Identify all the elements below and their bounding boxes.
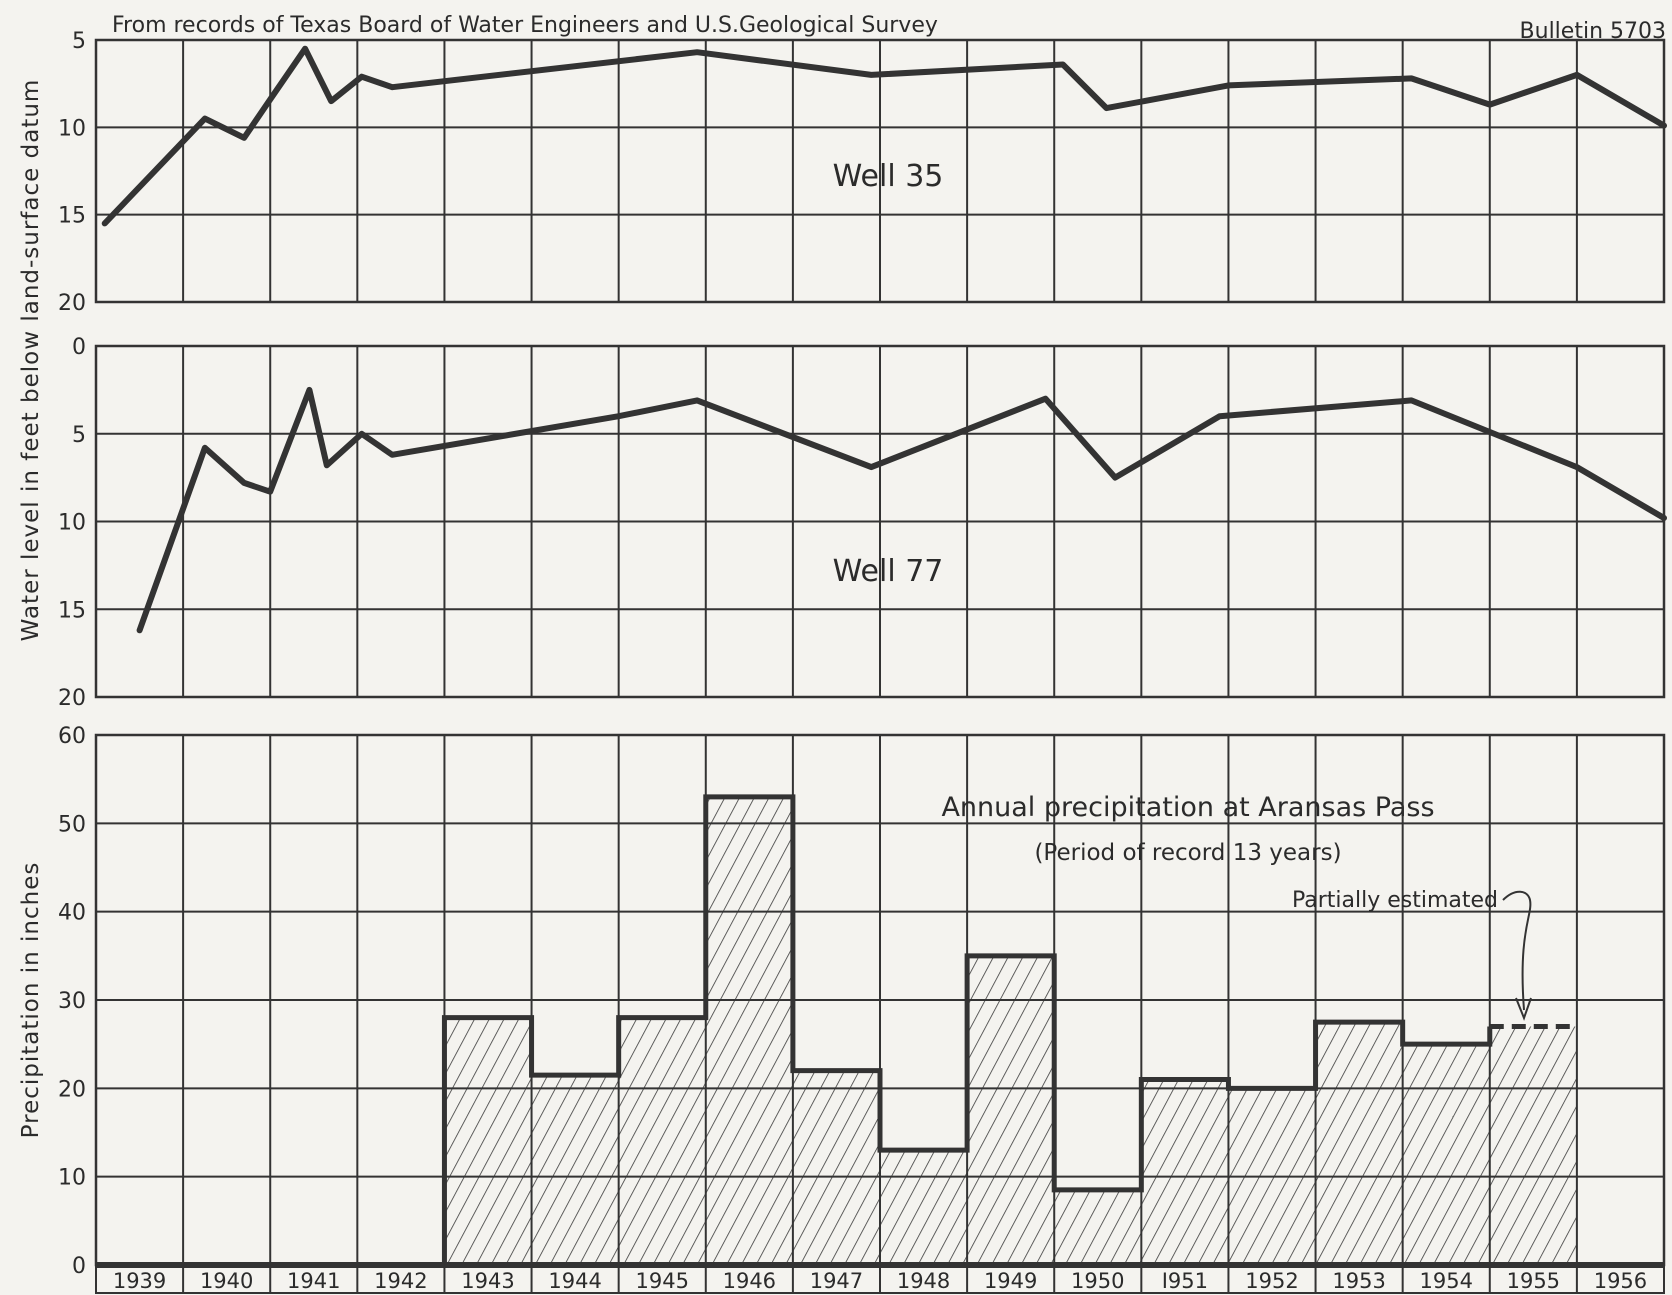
precip-bar-1950	[1054, 1189, 1142, 1265]
year-label-1942: 1942	[374, 1269, 427, 1293]
well-77-y-tick-label: 10	[58, 511, 86, 536]
year-label-1954: 1954	[1419, 1269, 1472, 1293]
well-35-title: Well 35	[833, 159, 944, 194]
year-label-1940: 1940	[200, 1269, 253, 1293]
well-35-water-level-line	[101, 45, 1667, 227]
estimated-arrow-head	[1515, 997, 1532, 1021]
year-label-1953: 1953	[1332, 1269, 1385, 1293]
year-label-1941: 1941	[287, 1269, 340, 1293]
precip-step-outline	[441, 794, 1493, 1265]
precip-y-tick-label: 30	[58, 989, 86, 1014]
precip-bar-1945	[618, 1017, 706, 1265]
precip-bar-1951	[1141, 1079, 1229, 1265]
precipitation-title: Annual precipitation at Aransas Pass	[941, 792, 1434, 823]
year-label-1946: 1946	[723, 1269, 776, 1293]
precipitation-panel: 0 10 20 30 40 50 60 1939 1940 1941 1942 1943 1944 194…	[58, 724, 1666, 1294]
year-label-1952: 1952	[1245, 1269, 1298, 1293]
well-77-title: Well 77	[833, 554, 944, 589]
precip-bar-1946	[705, 796, 793, 1265]
well-35-y-tick-label: 5	[72, 29, 86, 54]
well-77-water-level-line	[136, 386, 1667, 634]
year-label-1950: 1950	[1071, 1269, 1124, 1293]
well-77-y-tick-label: 15	[58, 598, 86, 623]
precip-y-tick-label: 0	[72, 1254, 86, 1279]
year-label-1947: 1947	[810, 1269, 863, 1293]
wells-y-axis-label: Water level in feet below land-surface d…	[18, 79, 44, 642]
year-label-1945: 1945	[635, 1269, 688, 1293]
well-35-y-tick-label: 10	[58, 116, 86, 141]
precip-y-tick-label: 20	[58, 1077, 86, 1102]
well-77-frame	[94, 344, 1666, 699]
well-35-y-tick-label: 20	[58, 291, 86, 316]
year-label-1951: I951	[1162, 1269, 1208, 1293]
precip-y-tick-label: 60	[58, 724, 86, 749]
well-35-frame	[94, 38, 1666, 304]
precip-bar-1955	[1489, 1026, 1577, 1265]
well-35-panel: 5 10 15 20	[58, 29, 1667, 316]
year-label-1949: 1949	[984, 1269, 1037, 1293]
source-note: From records of Texas Board of Water Eng…	[112, 13, 938, 38]
precip-y-tick-label: 10	[58, 1166, 86, 1191]
precip-y-axis-label: Precipitation in inches	[18, 862, 44, 1139]
precip-bar-1944	[531, 1075, 619, 1265]
well-77-y-tick-label: 20	[58, 686, 86, 711]
precip-bar-1949	[967, 955, 1055, 1265]
precip-bar-1953	[1315, 1022, 1403, 1265]
estimated-arrow	[1502, 890, 1532, 1011]
precip-bar-1943	[444, 1017, 532, 1265]
year-label-1943: 1943	[461, 1269, 514, 1293]
precip-bar-1954	[1402, 1044, 1490, 1265]
year-label-1955: 1955	[1507, 1269, 1560, 1293]
precip-y-tick-label: 40	[58, 901, 86, 926]
precip-bar-1948	[880, 1150, 968, 1265]
year-label-1939: 1939	[113, 1269, 166, 1293]
year-label-1948: 1948	[897, 1269, 950, 1293]
precip-bar-1947	[792, 1070, 880, 1265]
well-35-y-tick-label: 15	[58, 204, 86, 229]
year-label-1956: 1956	[1594, 1269, 1647, 1293]
well-77-panel: 0 5 10 15 20	[58, 335, 1667, 711]
well-77-y-tick-label: 5	[72, 423, 86, 448]
precip-y-tick-label: 50	[58, 812, 86, 837]
well-77-y-tick-label: 0	[72, 335, 86, 360]
year-label-1944: 1944	[548, 1269, 601, 1293]
precipitation-subtitle: (Period of record 13 years)	[1034, 840, 1341, 866]
partially-estimated-note: Partially estimated	[1292, 888, 1498, 913]
